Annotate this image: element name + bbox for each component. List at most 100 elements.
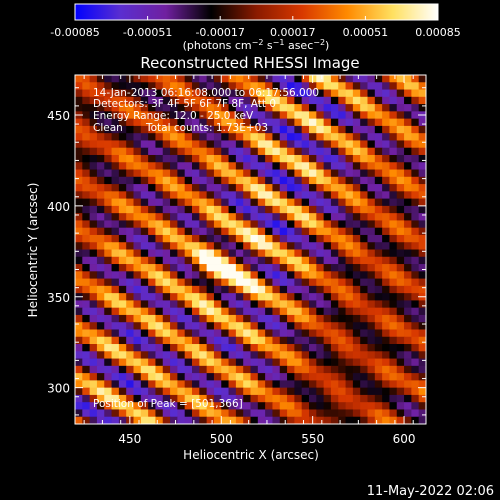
heatmap-cell xyxy=(382,147,390,156)
heatmap-cell xyxy=(126,344,134,352)
heatmap-cell xyxy=(316,380,325,389)
heatmap-cell xyxy=(404,176,412,185)
heatmap-cell xyxy=(367,104,376,112)
heatmap-cell xyxy=(206,125,215,134)
heatmap-cell xyxy=(294,125,303,134)
heatmap-cell xyxy=(309,176,317,185)
heatmap-cell xyxy=(257,118,266,127)
heatmap-cell xyxy=(133,249,142,258)
heatmap-cell xyxy=(338,314,346,323)
heatmap-cell xyxy=(418,205,426,214)
heatmap-cell xyxy=(243,198,251,207)
heatmap-cell xyxy=(192,256,200,265)
heatmap-cell xyxy=(345,96,354,105)
heatmap-cell xyxy=(382,329,390,338)
heatmap-cell xyxy=(374,314,383,323)
heatmap-cell xyxy=(96,373,105,381)
heatmap-cell xyxy=(323,191,332,199)
heatmap-cell xyxy=(294,394,303,403)
heatmap-cell xyxy=(170,264,178,272)
heatmap-cell xyxy=(367,89,376,98)
heatmap-cell xyxy=(352,329,361,338)
heatmap-cell xyxy=(352,205,361,214)
heatmap-cell xyxy=(133,184,142,192)
heatmap-cell xyxy=(418,191,426,199)
heatmap-cell xyxy=(287,96,295,105)
heatmap-cell xyxy=(75,213,83,221)
heatmap-cell xyxy=(265,249,273,258)
heatmap-cell xyxy=(213,111,222,120)
heatmap-cell xyxy=(374,154,383,163)
heatmap-cell xyxy=(301,285,310,294)
heatmap-cell xyxy=(213,227,222,236)
heatmap-cell xyxy=(133,351,142,359)
heatmap-cell xyxy=(155,351,164,359)
heatmap-cell xyxy=(272,249,281,258)
heatmap-cell xyxy=(206,278,215,287)
heatmap-cell xyxy=(111,234,120,243)
heatmap-cell xyxy=(228,322,237,330)
heatmap-cell xyxy=(257,184,266,192)
heatmap-cell xyxy=(338,387,346,396)
heatmap-cell xyxy=(213,329,222,338)
heatmap-cell xyxy=(118,227,127,236)
heatmap-cell xyxy=(213,162,222,170)
heatmap-cell xyxy=(177,409,186,418)
heatmap-cell xyxy=(213,358,222,367)
heatmap-cell xyxy=(184,162,193,170)
heatmap-cell xyxy=(294,176,303,185)
heatmap-cell xyxy=(199,307,208,316)
heatmap-cell xyxy=(345,365,354,374)
heatmap-cell xyxy=(148,191,156,199)
heatmap-cell xyxy=(126,198,134,207)
heatmap-cell xyxy=(345,373,354,381)
heatmap-cell xyxy=(148,307,156,316)
heatmap-cell xyxy=(104,205,112,214)
heatmap-cell xyxy=(133,271,142,279)
heatmap-cell xyxy=(338,111,346,120)
heatmap-cell xyxy=(411,351,420,359)
heatmap-cell xyxy=(75,96,83,105)
heatmap-cell xyxy=(396,416,405,424)
heatmap-cell xyxy=(338,198,346,207)
heatmap-cell xyxy=(206,329,215,338)
heatmap-cell xyxy=(148,125,156,134)
heatmap-cell xyxy=(316,227,325,236)
heatmap-cell xyxy=(206,314,215,323)
heatmap-cell xyxy=(133,176,142,185)
heatmap-cell xyxy=(162,373,171,381)
heatmap-cell xyxy=(104,293,112,301)
heatmap-cell xyxy=(382,104,390,112)
heatmap-cell xyxy=(287,344,295,352)
heatmap-cell xyxy=(177,147,186,156)
heatmap-cell xyxy=(118,242,127,250)
heatmap-cell xyxy=(228,140,237,149)
heatmap-cell xyxy=(323,278,332,287)
heatmap-cell xyxy=(199,264,208,272)
heatmap-cell xyxy=(411,300,420,309)
heatmap-cell xyxy=(96,329,105,338)
heatmap-cell xyxy=(301,256,310,265)
heatmap-cell xyxy=(287,125,295,134)
heatmap-cell xyxy=(126,154,134,163)
heatmap-cell xyxy=(228,409,237,418)
heatmap-cell xyxy=(360,373,368,381)
heatmap-cell xyxy=(82,169,91,178)
heatmap-cell xyxy=(184,358,193,367)
heatmap-cell xyxy=(301,307,310,316)
heatmap-cell xyxy=(352,82,361,90)
heatmap-cell xyxy=(75,140,83,149)
heatmap-cell xyxy=(177,227,186,236)
heatmap-cell xyxy=(338,133,346,141)
heatmap-cell xyxy=(345,351,354,359)
heatmap-cell xyxy=(140,285,149,294)
heatmap-cell xyxy=(279,394,288,403)
heatmap-cell xyxy=(213,344,222,352)
heatmap-cell xyxy=(199,256,208,265)
heatmap-cell xyxy=(279,322,288,330)
heatmap-cell xyxy=(75,336,83,345)
heatmap-cell xyxy=(367,293,376,301)
heatmap-cell xyxy=(287,82,295,90)
heatmap-cell xyxy=(206,162,215,170)
